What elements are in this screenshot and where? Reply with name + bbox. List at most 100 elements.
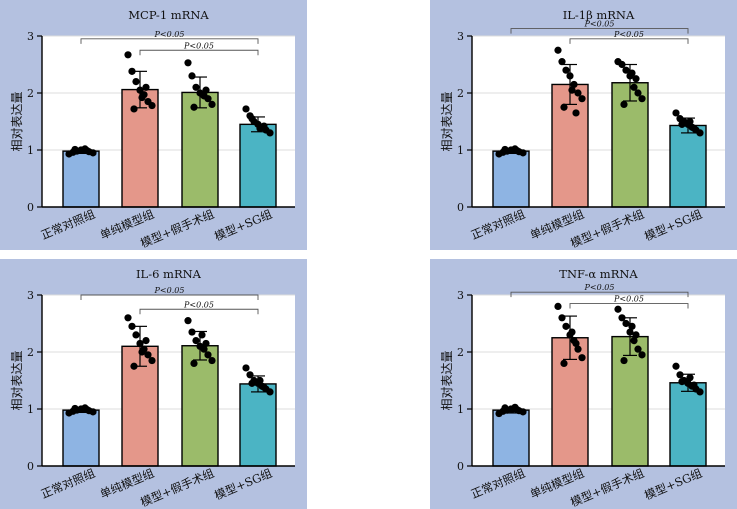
data-point	[614, 305, 622, 313]
data-point	[142, 83, 150, 91]
data-point	[634, 345, 642, 353]
significance-bracket	[80, 38, 259, 44]
data-point	[242, 105, 250, 113]
data-point	[572, 339, 580, 348]
data-point	[208, 100, 216, 108]
chart-title: TNF-α mRNA	[559, 267, 638, 281]
x-tick-label: 正常对照组	[469, 466, 528, 502]
data-point	[242, 364, 250, 372]
significance-label: P<0.05	[154, 30, 185, 39]
data-point	[138, 93, 146, 102]
x-tick-label: 模型+SG组	[642, 207, 704, 244]
x-tick-label: 正常对照组	[469, 207, 528, 243]
data-point	[89, 149, 97, 157]
y-tick-label: 1	[27, 403, 34, 416]
data-point	[560, 359, 568, 367]
data-point	[620, 100, 628, 108]
y-tick-label: 1	[27, 144, 34, 157]
data-point	[192, 337, 200, 345]
y-tick-label: 1	[457, 144, 464, 157]
significance-bracket	[139, 308, 259, 315]
data-point	[184, 317, 192, 325]
data-point	[570, 80, 578, 89]
y-tick-label: 3	[27, 30, 34, 43]
data-point	[578, 354, 586, 362]
bar	[62, 150, 100, 208]
data-point	[144, 351, 152, 359]
data-point	[560, 103, 568, 111]
data-point	[622, 66, 630, 74]
data-point	[696, 388, 704, 396]
data-point	[204, 95, 212, 103]
data-point	[184, 59, 192, 67]
chart-panel-il6: IL-6 mRNA 相对表达量 0 1 2 3 正常对照组 单纯模型组 模型+假手术组 模型+SG…	[0, 259, 307, 509]
x-tick-label: 模型+SG组	[212, 207, 274, 244]
data-point	[79, 405, 87, 413]
data-point	[501, 145, 509, 154]
data-point	[678, 378, 686, 386]
data-point	[248, 115, 256, 123]
data-point	[130, 362, 138, 370]
data-point	[132, 331, 140, 339]
y-tick-label: 0	[457, 201, 464, 214]
y-axis-label: 相对表达量	[10, 91, 24, 151]
y-axis-label: 相对表达量	[440, 350, 454, 410]
bar	[492, 409, 530, 467]
data-point	[501, 404, 509, 412]
data-point	[638, 95, 646, 103]
chart-title: IL-1β mRNA	[563, 8, 635, 22]
bar	[669, 382, 707, 467]
data-point	[672, 362, 680, 370]
data-point	[676, 371, 684, 379]
y-tick-label: 0	[27, 201, 34, 214]
data-point	[634, 89, 642, 97]
significance-bracket	[510, 291, 689, 298]
data-point	[79, 146, 87, 154]
data-point	[572, 109, 580, 117]
data-point	[678, 120, 686, 128]
y-axis-label: 相对表达量	[10, 350, 24, 410]
data-point	[142, 337, 150, 345]
data-point	[690, 381, 698, 389]
y-tick-label: 2	[457, 346, 464, 359]
data-point	[562, 66, 570, 74]
significance-bracket	[569, 303, 689, 309]
y-tick-label: 2	[27, 346, 34, 359]
data-point	[148, 101, 156, 110]
data-point	[574, 89, 582, 97]
data-point	[138, 348, 146, 356]
data-point	[148, 356, 156, 365]
y-tick-label: 0	[457, 460, 464, 473]
data-point	[622, 319, 630, 328]
data-point	[630, 337, 638, 345]
data-point	[519, 149, 527, 157]
significance-bracket	[510, 28, 689, 34]
data-point	[266, 388, 274, 396]
data-point	[124, 51, 132, 59]
data-point	[558, 58, 566, 66]
data-point	[672, 109, 680, 117]
data-point	[190, 103, 198, 111]
y-tick-label: 1	[457, 403, 464, 416]
significance-bracket	[569, 38, 689, 44]
data-point	[128, 67, 136, 75]
data-point	[686, 374, 694, 382]
data-point	[256, 124, 264, 132]
data-point	[686, 117, 694, 126]
data-point	[554, 302, 562, 310]
data-point	[260, 383, 268, 391]
data-point	[696, 129, 704, 137]
data-point	[266, 129, 274, 137]
data-point	[628, 69, 636, 77]
bar	[181, 91, 219, 208]
significance-label: P<0.05	[584, 283, 615, 292]
data-point	[638, 351, 646, 359]
data-point	[204, 351, 212, 359]
data-point	[558, 314, 566, 322]
data-point	[618, 314, 626, 322]
data-point	[632, 75, 640, 83]
